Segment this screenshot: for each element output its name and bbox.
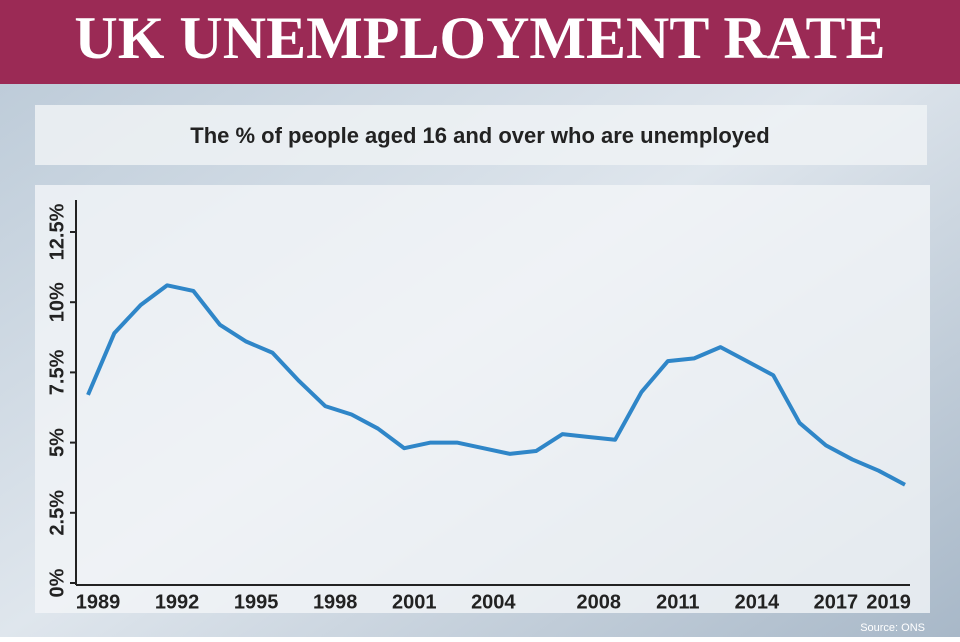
source: Source: ONS <box>860 622 925 634</box>
chart-title: UK UNEMPLOYMENT RATE <box>74 5 885 71</box>
title-band <box>0 0 960 84</box>
y-tick-label: 0% <box>46 568 68 597</box>
x-tick-label: 2019 <box>866 591 911 613</box>
subtitle-box <box>35 105 927 165</box>
plot-panel <box>35 185 930 613</box>
x-tick-label: 2011 <box>656 591 699 613</box>
x-tick-label: 1989 <box>76 591 121 613</box>
x-tick-label: 2017 <box>814 591 859 613</box>
y-tick-label: 2.5% <box>46 490 68 536</box>
x-tick-label: 2001 <box>392 591 437 613</box>
y-tick-label: 10% <box>46 282 68 322</box>
x-tick-label: 1995 <box>234 591 279 613</box>
y-tick-label: 12.5% <box>46 203 68 260</box>
subtitle: The % of people aged 16 and over who are… <box>190 123 769 148</box>
x-tick-label: 2004 <box>471 591 516 613</box>
y-tick-label: 7.5% <box>46 349 68 395</box>
x-tick-label: 2008 <box>576 591 621 613</box>
x-tick-label: 1992 <box>155 591 200 613</box>
data-line <box>86 283 906 487</box>
y-tick-label: 5% <box>46 428 68 457</box>
x-tick-label: 2014 <box>735 591 780 613</box>
x-tick-label: 1998 <box>313 591 358 613</box>
